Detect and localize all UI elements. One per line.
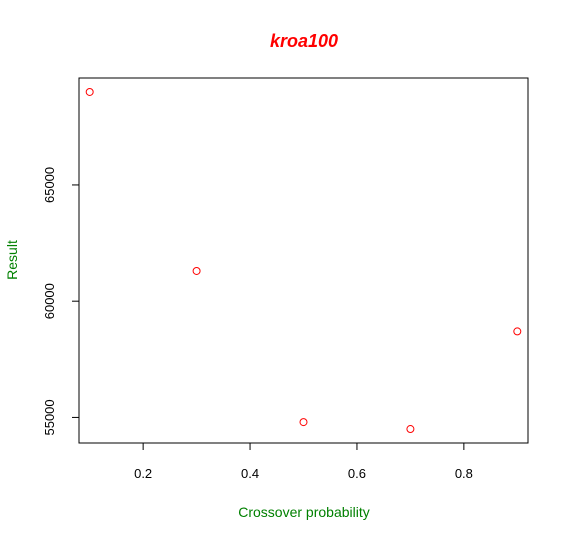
x-tick-label: 0.6	[348, 466, 366, 481]
y-tick-label: 65000	[42, 167, 57, 203]
y-tick-label: 60000	[42, 283, 57, 319]
data-points	[85, 87, 522, 434]
plot-frame	[78, 77, 529, 444]
x-tick-label: 0.8	[455, 466, 473, 481]
data-point	[299, 418, 308, 427]
x-axis-label: Crossover probability	[238, 504, 370, 520]
y-axis-label: Result	[4, 240, 20, 280]
x-tick-label: 0.2	[134, 466, 152, 481]
chart-title: kroa100	[270, 31, 338, 51]
x-axis: 0.2 0.4 0.6 0.8	[134, 443, 473, 481]
data-point	[406, 425, 415, 434]
data-point	[513, 327, 522, 336]
data-point	[192, 266, 201, 275]
x-tick-label: 0.4	[241, 466, 259, 481]
data-point	[85, 87, 94, 96]
y-tick-label: 55000	[42, 399, 57, 435]
y-axis: 55000 60000 65000	[42, 167, 79, 436]
